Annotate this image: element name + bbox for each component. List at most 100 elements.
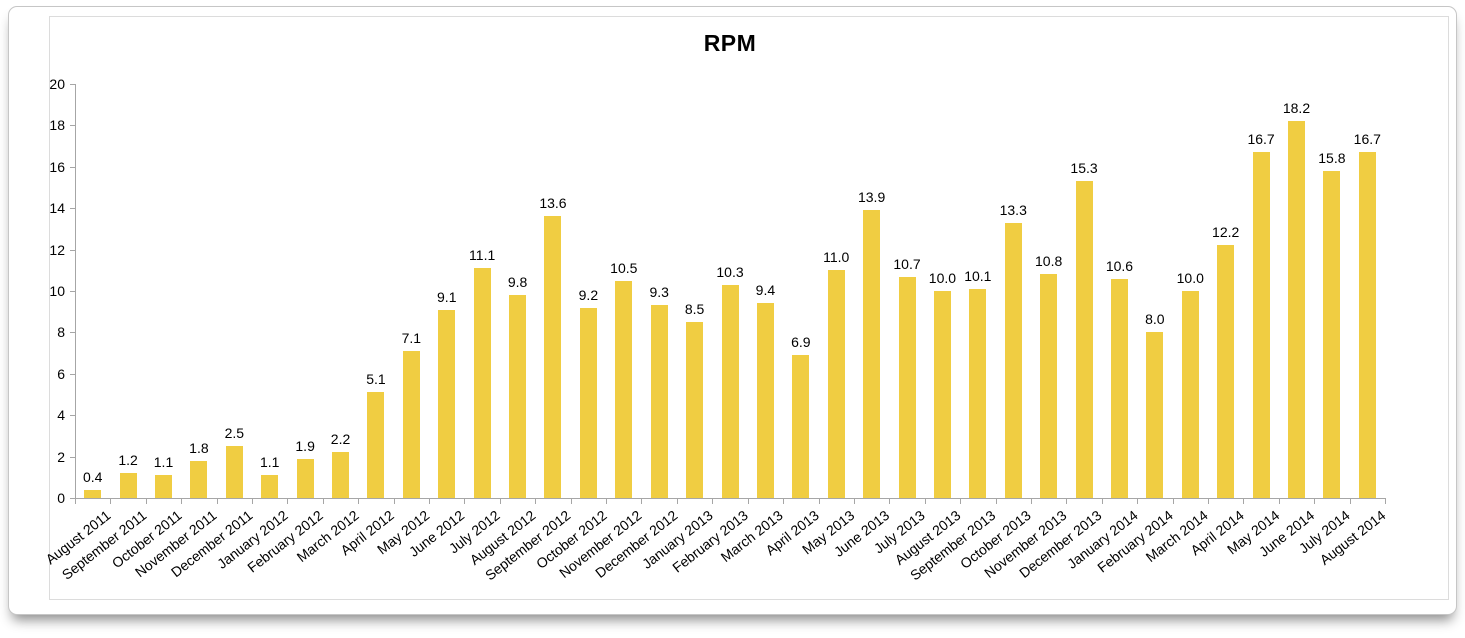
bar [261, 475, 279, 498]
x-tick [1207, 499, 1209, 504]
x-tick [1030, 499, 1032, 504]
chart-card: RPM 0 2 4 6 8 10 12 14 16 18 20 0.4 1.2 1.1 1.8 2.5 1.1… [8, 6, 1457, 615]
bar-value-label: 9.8 [507, 274, 528, 291]
y-axis-label: 8 [57, 324, 65, 341]
bar [1287, 121, 1305, 498]
x-tick [889, 499, 891, 504]
x-tick [322, 499, 324, 504]
bar [1358, 152, 1376, 498]
bar [721, 284, 739, 498]
x-tick [499, 499, 501, 504]
bar [650, 305, 668, 498]
x-tick [1243, 499, 1245, 504]
y-tick [70, 373, 75, 375]
bar-value-label: 8.0 [1145, 311, 1165, 328]
y-tick [70, 291, 75, 292]
bar-value-label: 18.2 [1282, 100, 1311, 117]
bar [225, 446, 243, 498]
bar-value-label: 11.0 [823, 249, 850, 266]
x-tick [818, 499, 820, 504]
bar [898, 276, 916, 498]
bar-value-label: 10.7 [893, 255, 921, 272]
bar-value-label: 1.1 [259, 454, 280, 471]
x-tick [1101, 499, 1103, 504]
y-tick [70, 125, 75, 127]
bar-value-label: 13.6 [539, 195, 567, 212]
bar-value-label: 12.2 [1212, 224, 1240, 241]
y-axis-label: 14 [49, 200, 65, 217]
y-tick [70, 456, 75, 458]
bar [827, 270, 845, 498]
x-tick [75, 499, 76, 504]
bar [686, 322, 704, 498]
x-tick [1066, 499, 1068, 504]
bar-value-label: 1.9 [295, 437, 315, 454]
bar [792, 355, 810, 498]
bar [1110, 278, 1128, 498]
bar-value-label: 2.2 [330, 431, 351, 448]
y-axis-label: 12 [49, 241, 65, 258]
bar-value-label: 7.1 [401, 330, 422, 347]
x-tick [393, 499, 395, 504]
x-tick [535, 499, 537, 504]
x-tick [995, 499, 997, 504]
y-axis-label: 2 [57, 448, 65, 465]
x-tick [429, 499, 431, 504]
x-tick [1137, 499, 1139, 504]
bar-value-label: 11.1 [469, 247, 496, 264]
x-tick [1314, 499, 1316, 504]
bar [615, 280, 633, 498]
y-tick [70, 249, 75, 251]
x-tick [853, 499, 855, 504]
bar-value-label: 9.1 [437, 288, 457, 305]
x-tick [747, 499, 749, 504]
x-tick [924, 499, 926, 504]
x-tick [1385, 499, 1386, 504]
bar [1181, 291, 1199, 498]
bar [933, 291, 951, 498]
bar [544, 216, 562, 498]
y-axis-label: 16 [49, 158, 65, 175]
bar [1323, 170, 1341, 498]
bar-value-label: 0.4 [82, 468, 103, 485]
y-axis-label: 20 [49, 76, 65, 92]
bar [1004, 222, 1022, 498]
bar [402, 351, 420, 498]
bar [190, 460, 208, 498]
x-tick [712, 499, 714, 504]
bar-value-label: 16.7 [1353, 131, 1381, 148]
bar-value-label: 1.2 [118, 452, 138, 469]
bar [863, 210, 881, 498]
y-tick [70, 166, 75, 168]
x-tick [1278, 499, 1280, 504]
bar [438, 309, 456, 498]
bar-value-label: 6.9 [791, 334, 811, 351]
bar [1075, 181, 1093, 498]
bar [1040, 274, 1058, 498]
x-tick [358, 499, 360, 504]
bar-value-label: 10.0 [928, 270, 957, 286]
bar [473, 268, 491, 498]
x-tick [145, 499, 147, 504]
bar [84, 489, 102, 498]
y-axis-label: 4 [57, 407, 65, 424]
y-axis-label: 10 [49, 283, 65, 299]
bar-value-label: 10.1 [964, 267, 992, 284]
bar-value-label: 1.1 [153, 454, 174, 471]
x-tick [252, 499, 254, 504]
bar [756, 303, 774, 498]
bar-value-label: 15.3 [1070, 160, 1098, 177]
x-tick [181, 499, 183, 504]
bar [296, 458, 314, 498]
bar [367, 392, 385, 498]
bar [119, 473, 137, 498]
y-tick [70, 415, 75, 417]
plot-frame: RPM 0 2 4 6 8 10 12 14 16 18 20 0.4 1.2 1.1 1.8 2.5 1.1… [43, 16, 1449, 600]
bar-value-label: 16.7 [1247, 131, 1275, 148]
x-tick [960, 499, 962, 504]
bar-value-label: 10.3 [716, 263, 744, 280]
y-tick [70, 498, 75, 499]
bar-value-label: 8.5 [684, 301, 705, 318]
bar-value-label: 10.8 [1035, 253, 1063, 270]
bar-value-label: 9.2 [578, 286, 599, 303]
